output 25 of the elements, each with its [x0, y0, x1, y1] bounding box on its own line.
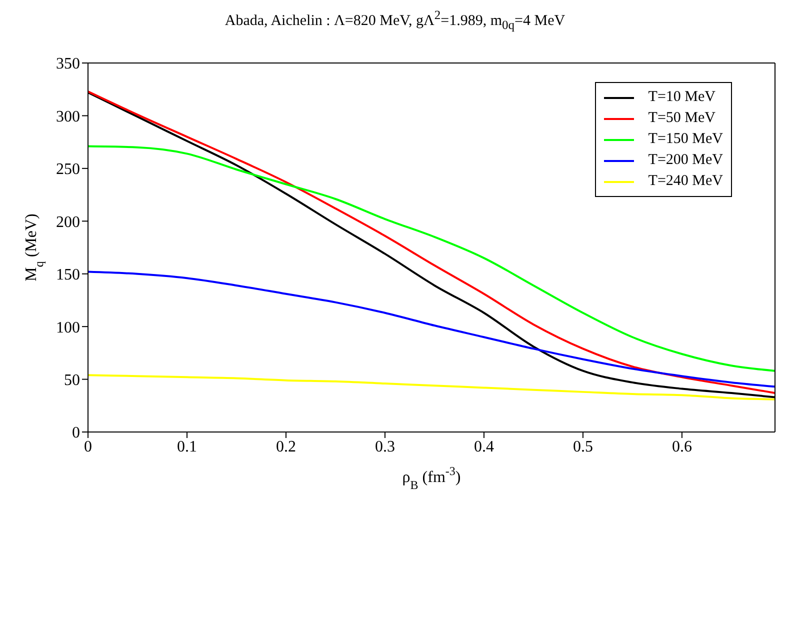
x-tick-label: 0.4 [474, 438, 494, 456]
chart-title: Abada, Aichelin : Λ=820 MeV, gΛ$^{2}$=1.989, m$_{0q}$=4 MeV [224, 8, 566, 34]
y-tick-label: 50 [64, 372, 80, 389]
x-tick-label: 0.3 [374, 438, 395, 456]
legend-label: T=240 MeV [648, 173, 723, 190]
x-tick-label: 0.6 [672, 438, 692, 456]
x-tick-label: 0 [84, 438, 92, 456]
y-tick-label: 350 [56, 56, 80, 73]
line-series [88, 145, 775, 372]
legend-label: T=50 MeV [648, 110, 716, 127]
y-tick-label: 150 [56, 266, 80, 284]
y-tick-label: 0 [72, 424, 80, 442]
x-tick-label: 0.1 [176, 438, 197, 456]
legend-label: T=10 MeV [648, 89, 716, 106]
legend-label: T=200 MeV [648, 152, 723, 169]
y-tick-label: 300 [56, 108, 80, 126]
legend-label: T=150 MeV [648, 131, 723, 148]
line-series [88, 270, 775, 388]
y-tick-label: 100 [56, 319, 80, 336]
y-tick-label: 250 [56, 161, 80, 178]
x-tick-label: 0.2 [276, 438, 296, 456]
x-axis-title: ρ$_{B}$ (fm$^{-3}$) [402, 464, 461, 492]
x-tick-label: 0.5 [572, 438, 593, 456]
line-series [88, 374, 775, 400]
y-tick-label: 200 [56, 214, 80, 231]
